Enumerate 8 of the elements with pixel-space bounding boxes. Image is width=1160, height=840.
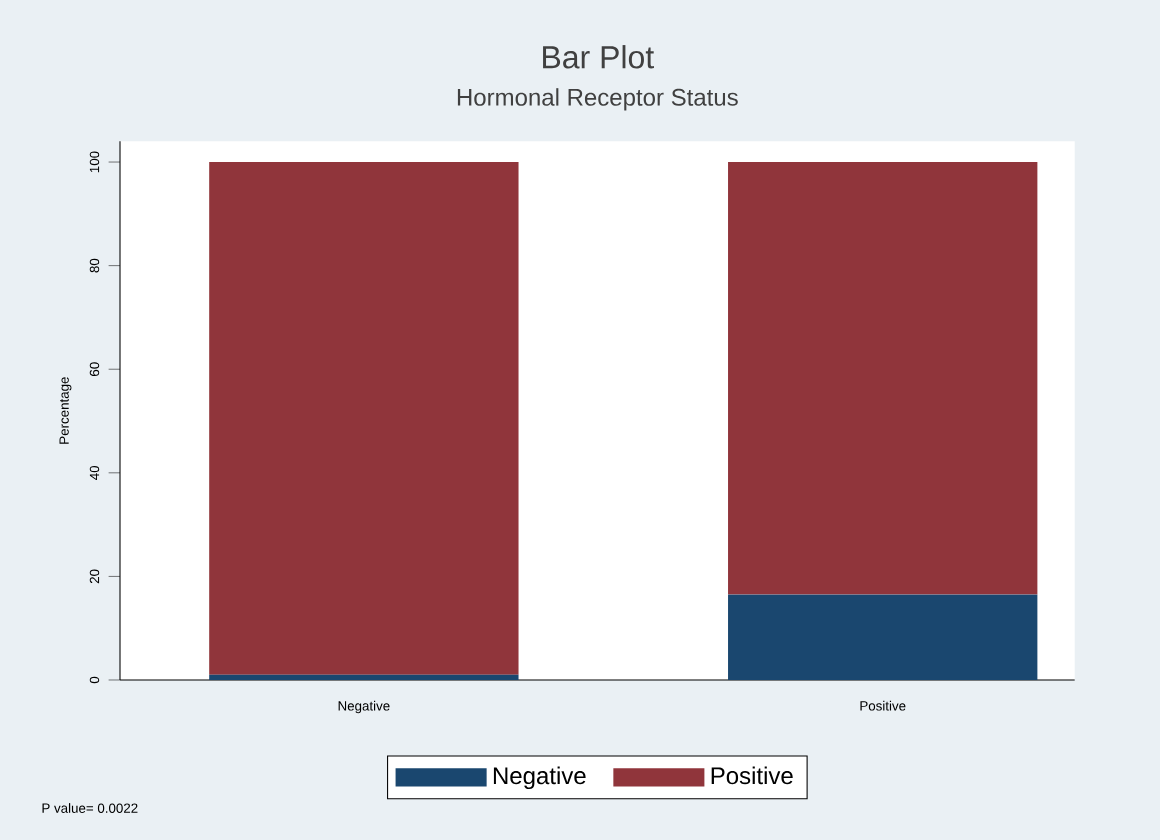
bar (728, 594, 1038, 680)
legend-label: Negative (493, 766, 586, 789)
bar (209, 162, 519, 675)
bar (728, 162, 1038, 595)
legend-label: Positive (711, 766, 793, 785)
chart-subtitle: Hormonal Receptor Status (457, 88, 738, 111)
chart-title: Bar Plot (543, 45, 654, 69)
bar (209, 674, 519, 680)
